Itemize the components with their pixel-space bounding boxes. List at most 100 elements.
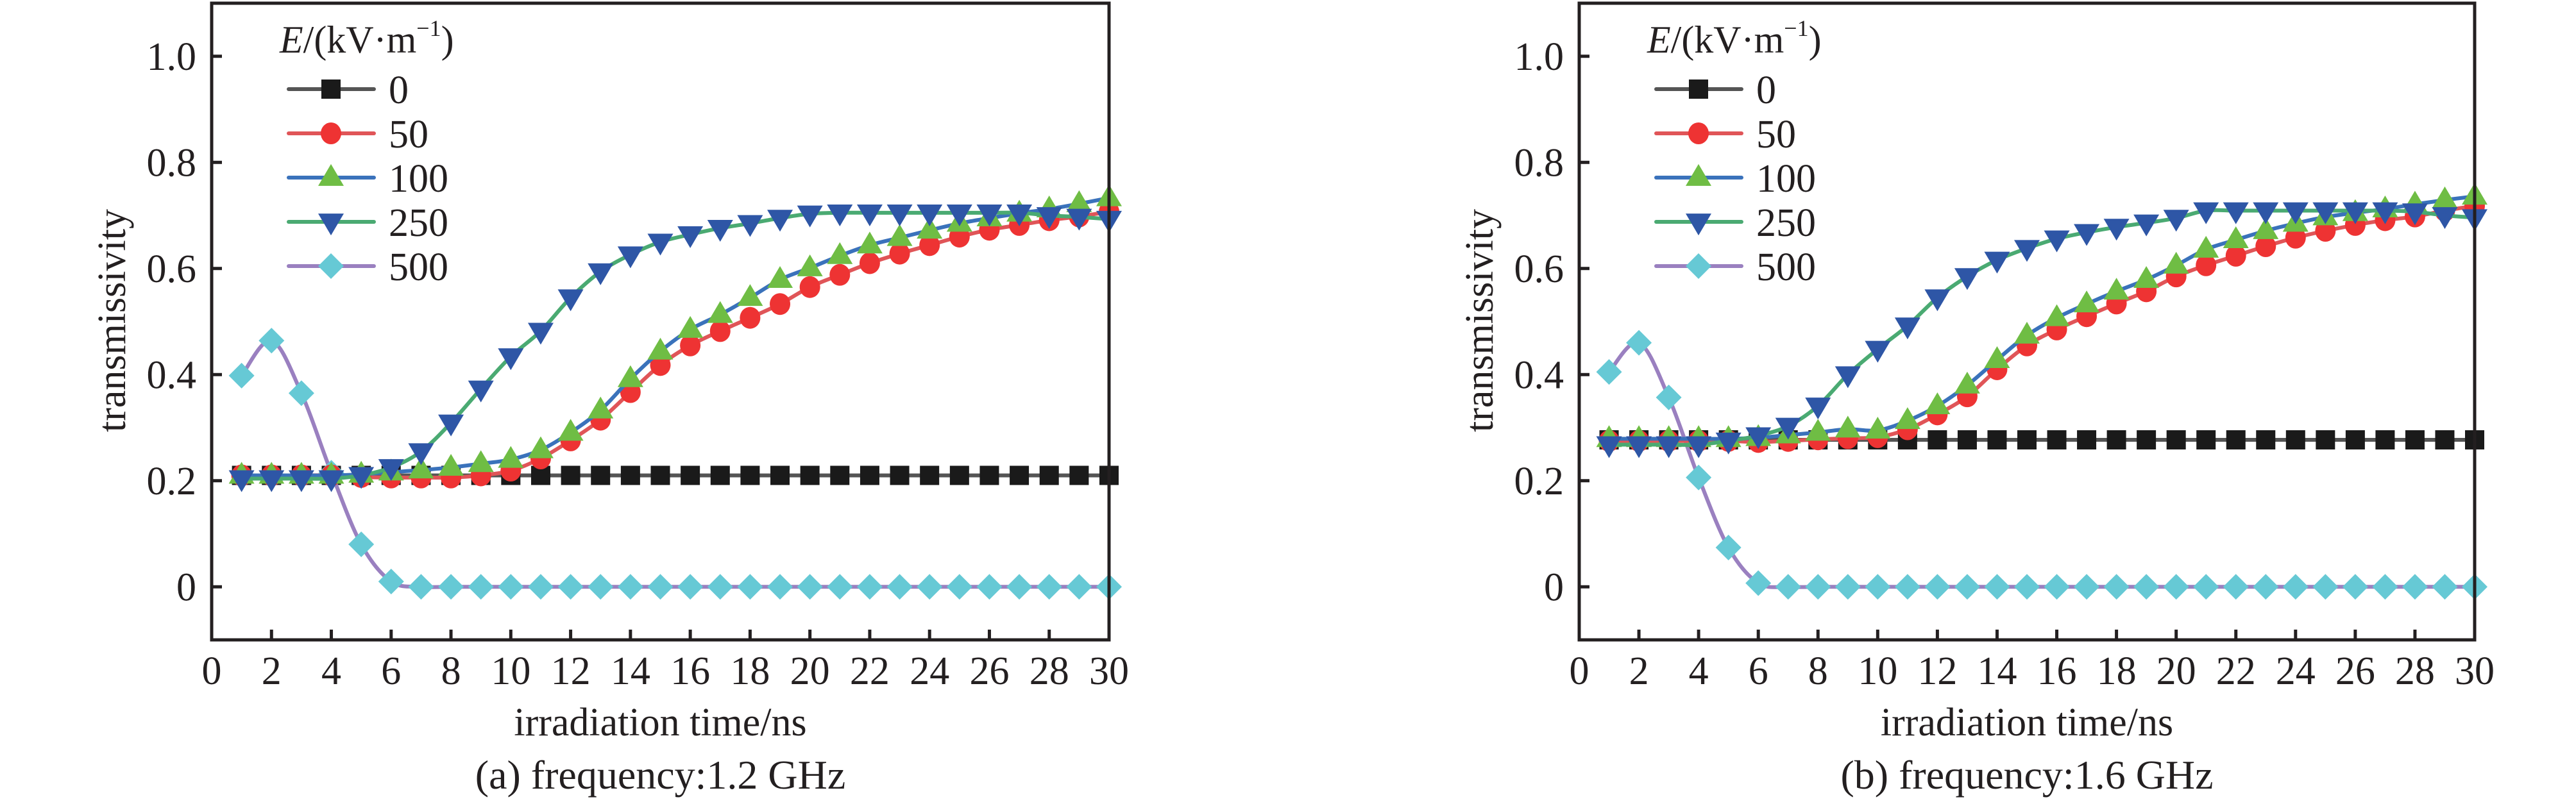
- series-250-point: [1066, 208, 1092, 231]
- series-500: [1596, 330, 2487, 600]
- series-100-point: [1805, 419, 1831, 441]
- x-tick-label: 28: [1030, 649, 1069, 693]
- series-500-point: [1066, 574, 1092, 600]
- x-tick-label: 26: [2335, 649, 2375, 693]
- series-50: [231, 201, 1119, 489]
- series-250-point: [2103, 219, 2130, 241]
- legend-marker: [321, 122, 341, 144]
- y-tick-label: 0.8: [1514, 141, 1564, 185]
- series-250: [1596, 202, 2487, 458]
- series-250-point: [737, 215, 763, 237]
- series-100-point: [827, 242, 853, 264]
- series-250-point: [348, 467, 375, 489]
- x-tick-label: 30: [1089, 649, 1129, 693]
- y-tick-label: 1.0: [1514, 35, 1564, 79]
- series-0-point: [2017, 430, 2037, 450]
- series-250-point: [1835, 366, 1861, 389]
- series-500-point: [2282, 574, 2309, 600]
- series-250-point: [288, 470, 314, 492]
- series-100-line: [1609, 194, 2475, 441]
- series-250-point: [2193, 202, 2219, 224]
- x-tick-label: 4: [321, 649, 341, 693]
- legend-item-250: 250: [1654, 201, 1816, 245]
- x-tick-label: 22: [2216, 649, 2256, 693]
- series-0-point: [1069, 465, 1089, 485]
- x-tick-label: 16: [670, 649, 710, 693]
- legend-marker: [1686, 214, 1711, 236]
- series-500-point: [498, 574, 524, 600]
- series-0-point: [650, 465, 670, 485]
- series-50-point: [2225, 244, 2246, 267]
- series-50-point: [680, 334, 701, 356]
- series-250-point: [2223, 202, 2249, 224]
- series-250-point: [2163, 210, 2189, 232]
- series-0-point: [2137, 430, 2157, 450]
- series-100-point: [468, 450, 494, 473]
- series-50-point: [859, 252, 880, 274]
- series-100-point: [677, 315, 704, 338]
- series-100-point: [2193, 235, 2219, 258]
- y-tick-label: 0.4: [1514, 353, 1564, 397]
- legend-item-500: 500: [287, 246, 448, 289]
- series-0-point: [710, 465, 730, 485]
- legend-marker: [321, 80, 341, 99]
- series-500-point: [1924, 574, 1951, 600]
- series-250-point: [647, 233, 674, 256]
- series-100-point: [2044, 304, 2070, 326]
- series-500-point: [2193, 574, 2219, 600]
- series-100-point: [2133, 266, 2160, 289]
- series-500-point: [1984, 574, 2010, 600]
- series-250-point: [1865, 340, 1891, 363]
- series-0-point: [2256, 430, 2276, 450]
- series-250-point: [1006, 204, 1033, 226]
- series-250-point: [1715, 432, 1741, 455]
- legend-title-close: ): [441, 19, 454, 61]
- series-100-point: [2253, 217, 2279, 239]
- x-tick-label: 0: [1570, 649, 1589, 693]
- series-500-point: [1006, 574, 1033, 600]
- series-250-point: [827, 204, 853, 226]
- series-250-point: [856, 204, 883, 226]
- panel-b: 00.20.40.60.81.0 0 2 4 6 8 10 12 14 16 18 20 22 24 26…: [1458, 1, 2495, 798]
- series-500-point: [1656, 384, 1682, 410]
- series-250-point: [2253, 202, 2279, 224]
- series-100-point: [1894, 407, 1920, 430]
- series-0-point: [1928, 430, 1947, 450]
- legend-label: 100: [1756, 157, 1816, 201]
- series-100-point: [917, 217, 943, 239]
- series-500-point: [797, 574, 823, 600]
- series-250-point: [2402, 203, 2428, 226]
- series-500-point: [617, 574, 643, 600]
- series-250-point: [1626, 436, 1652, 458]
- series-500-point: [1745, 570, 1772, 596]
- series-250-point: [1924, 289, 1951, 312]
- legend-item-0: 0: [287, 69, 409, 112]
- y-axis-title: transmissivity: [1458, 209, 1502, 432]
- series-250-point: [527, 322, 554, 345]
- series-100-point: [1835, 415, 1861, 438]
- series-500-point: [827, 574, 853, 600]
- series-0-point: [2316, 430, 2335, 450]
- series-500-point: [917, 574, 943, 600]
- legend-title-symbol: E: [1647, 19, 1671, 61]
- legend-item-100: 100: [1654, 157, 1816, 201]
- series-100-point: [2223, 226, 2249, 248]
- series-500-point: [2372, 574, 2398, 600]
- series-500-point: [2014, 574, 2040, 600]
- series-500-point: [707, 574, 733, 600]
- series-500-point: [2402, 574, 2428, 600]
- legend-label: 50: [389, 113, 428, 156]
- series-500-point: [856, 574, 883, 600]
- series-250-point: [767, 210, 793, 232]
- series-500-point: [677, 574, 704, 600]
- series-100-point: [1865, 417, 1891, 439]
- legend-label: 100: [389, 157, 448, 201]
- series-250-point: [1596, 436, 1622, 458]
- series-500-point: [2103, 574, 2130, 600]
- legend-marker: [1688, 122, 1709, 144]
- x-tick-label: 22: [850, 649, 890, 693]
- series-100-point: [2163, 251, 2189, 274]
- legend-title-unit: /(kV·m: [1671, 19, 1784, 61]
- legend-title: E/(kV·m−1): [279, 15, 454, 61]
- series-250-point: [677, 226, 704, 248]
